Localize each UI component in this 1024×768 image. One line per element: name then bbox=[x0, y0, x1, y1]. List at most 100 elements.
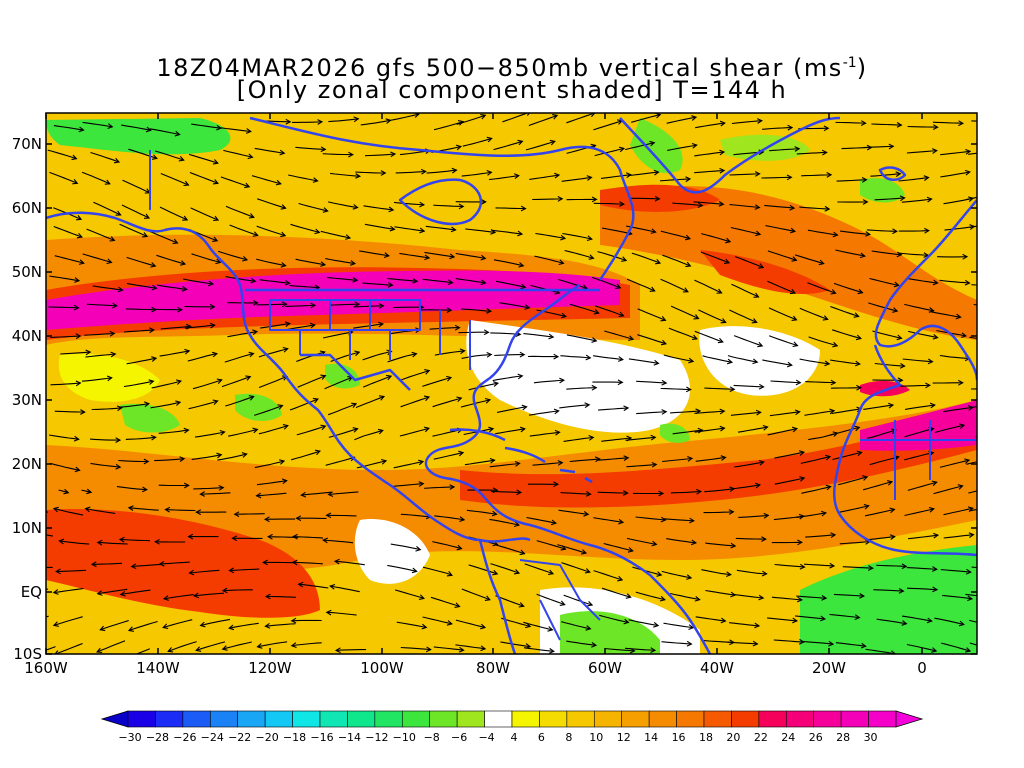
streamline-arrowhead bbox=[55, 568, 61, 575]
streamline-arrowhead bbox=[968, 532, 975, 538]
streamline-arrowhead bbox=[821, 595, 828, 601]
shading-amazon-green bbox=[560, 611, 660, 654]
streamline bbox=[523, 333, 554, 338]
streamline-arrowhead bbox=[958, 379, 964, 386]
streamline bbox=[526, 516, 557, 524]
streamline bbox=[971, 120, 977, 122]
streamline-arrowhead bbox=[896, 122, 903, 128]
streamline-arrowhead bbox=[720, 318, 727, 324]
streamline bbox=[902, 615, 932, 622]
streamline bbox=[325, 258, 355, 265]
colorbar-swatch bbox=[676, 710, 705, 728]
streamline bbox=[227, 331, 258, 338]
streamline bbox=[624, 647, 656, 651]
streamline-arrowhead bbox=[325, 512, 332, 519]
streamline bbox=[82, 121, 113, 128]
streamline bbox=[123, 380, 154, 388]
streamline bbox=[905, 404, 935, 410]
latitude-axis: 70N 60N 50N 40N 30N 20N 10N EQ 10S bbox=[12, 135, 977, 663]
streamline-arrowhead bbox=[333, 558, 340, 565]
streamline-arrowhead bbox=[923, 175, 930, 181]
streamline-arrowhead bbox=[71, 154, 78, 161]
streamline-arrowhead bbox=[127, 505, 134, 511]
streamline bbox=[730, 411, 761, 416]
streamline-arrowhead bbox=[291, 559, 298, 566]
streamline bbox=[701, 233, 731, 243]
streamline-arrowhead bbox=[514, 460, 521, 467]
streamline bbox=[736, 569, 767, 575]
streamline bbox=[735, 537, 766, 540]
streamline bbox=[465, 228, 496, 234]
streamline-arrowhead bbox=[591, 641, 598, 648]
streamline bbox=[50, 382, 81, 386]
streamline-arrowhead bbox=[486, 308, 493, 314]
streamline-arrowhead bbox=[867, 565, 874, 571]
streamline bbox=[529, 174, 560, 180]
colorbar-label: 4 bbox=[511, 731, 518, 744]
streamline bbox=[693, 201, 724, 205]
streamline bbox=[558, 278, 588, 289]
streamline bbox=[387, 564, 417, 572]
streamline bbox=[221, 376, 251, 388]
streamline bbox=[529, 431, 560, 437]
streamline-arrowhead bbox=[378, 321, 385, 328]
streamline-arrowhead bbox=[524, 304, 531, 310]
streamline bbox=[593, 570, 623, 581]
streamline bbox=[839, 505, 869, 513]
us-state-borders bbox=[269, 299, 471, 370]
streamline-arrowhead bbox=[96, 647, 103, 654]
streamline-arrowhead bbox=[797, 539, 803, 546]
streamline bbox=[603, 542, 633, 552]
streamline bbox=[489, 175, 519, 181]
colorbar-label: −16 bbox=[310, 731, 333, 744]
colorbar-swatch bbox=[209, 710, 239, 728]
streamline bbox=[835, 249, 865, 257]
streamline bbox=[968, 490, 977, 494]
streamline-arrowhead bbox=[650, 228, 657, 234]
streamline-arrowhead bbox=[958, 620, 965, 627]
streamline bbox=[495, 280, 526, 288]
streamline bbox=[762, 359, 792, 366]
streamline bbox=[869, 456, 899, 466]
streamline bbox=[941, 642, 971, 652]
streamline-arrowhead bbox=[209, 303, 216, 310]
streamline-arrowhead bbox=[896, 334, 903, 341]
streamline bbox=[493, 259, 524, 267]
streamline-arrowhead bbox=[63, 488, 70, 495]
streamline bbox=[298, 202, 328, 212]
streamline bbox=[468, 382, 499, 391]
streamline-arrowhead bbox=[926, 617, 933, 624]
streamline bbox=[637, 334, 667, 345]
streamline-arrowhead bbox=[886, 480, 894, 486]
streamline bbox=[695, 616, 726, 622]
streamline-arrowhead bbox=[215, 258, 222, 265]
streamline-arrowhead bbox=[277, 404, 284, 410]
streamline-arrowhead bbox=[519, 351, 526, 358]
streamline-arrowhead bbox=[997, 284, 1001, 289]
streamline bbox=[700, 251, 730, 264]
streamline bbox=[969, 225, 977, 228]
streamline bbox=[832, 451, 862, 461]
streamline-arrowhead bbox=[177, 306, 183, 313]
streamline-arrowhead bbox=[192, 592, 200, 599]
streamline-arrowhead bbox=[557, 460, 564, 466]
streamline-arrowhead bbox=[275, 179, 282, 186]
streamline-arrowhead bbox=[591, 337, 598, 343]
streamline-arrowhead bbox=[327, 491, 334, 498]
streamline-arrowhead bbox=[965, 647, 972, 653]
streamline bbox=[387, 353, 417, 363]
streamline bbox=[128, 507, 159, 511]
streamline-arrowhead bbox=[553, 481, 560, 488]
streamline bbox=[667, 144, 697, 151]
streamline bbox=[292, 561, 323, 565]
streamline bbox=[462, 137, 492, 147]
colorbar-label: −6 bbox=[451, 731, 467, 744]
streamline bbox=[86, 228, 115, 241]
streamline-arrowhead bbox=[513, 569, 521, 575]
streamline bbox=[121, 124, 151, 131]
streamline bbox=[496, 406, 527, 413]
streamline-arrowhead bbox=[1004, 540, 1009, 545]
streamline-arrowhead bbox=[659, 595, 666, 602]
streamline bbox=[364, 223, 395, 230]
lat-label: 60N bbox=[12, 199, 42, 217]
